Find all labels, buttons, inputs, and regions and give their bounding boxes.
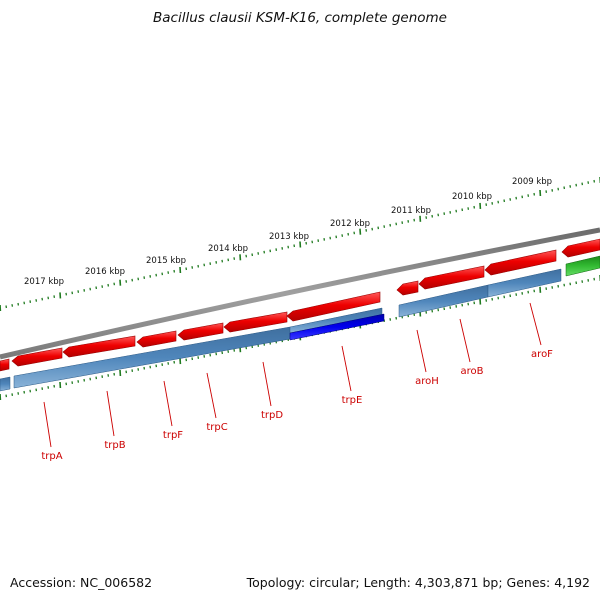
- other-feature-band: [565, 255, 600, 277]
- leader-line-aroB: [459, 318, 471, 363]
- forward-strand-features: [0, 238, 600, 372]
- gene-label-trpB: trpB: [104, 440, 125, 451]
- cds-forward-arrow: [561, 238, 600, 258]
- gene-label-trpD: trpD: [261, 410, 283, 421]
- cds-forward-arrow: [62, 335, 136, 358]
- scale-label-2013: 2013 kbp: [269, 232, 309, 242]
- leader-line-trpC: [206, 372, 217, 419]
- scale-label-2010: 2010 kbp: [452, 192, 492, 202]
- scale-label-2009: 2009 kbp: [512, 177, 552, 187]
- cds-forward-arrow: [396, 280, 419, 296]
- leader-line-trpB: [106, 390, 115, 437]
- leader-line-trpE: [341, 345, 352, 392]
- cds-reverse-band: [0, 376, 11, 392]
- gene-label-aroF: aroF: [531, 349, 553, 360]
- gene-label-aroH: aroH: [415, 376, 439, 387]
- scale-label-2012: 2012 kbp: [330, 219, 370, 229]
- inner-scale-ticks: [0, 275, 600, 401]
- map-title: Bacillus clausii KSM-K16, complete genom…: [153, 10, 447, 26]
- cds-forward-arrow: [484, 249, 557, 276]
- cds-forward-arrow: [136, 330, 177, 348]
- outer-scale-ticks: [0, 177, 600, 312]
- gene-label-trpE: trpE: [342, 395, 363, 406]
- cds-forward-arrow: [223, 311, 288, 333]
- genome-backbone: [0, 227, 600, 360]
- topology-text: Topology: circular; Length: 4,303,871 bp…: [246, 575, 590, 590]
- gene-label-trpA: trpA: [41, 451, 62, 462]
- cds-forward-arrow: [286, 291, 381, 322]
- gene-label-aroB: aroB: [461, 366, 484, 377]
- reverse-strand-features: [0, 268, 562, 392]
- leader-line-trpD: [262, 361, 272, 407]
- leader-line-trpA: [43, 401, 52, 448]
- gene-label-trpC: trpC: [206, 422, 227, 433]
- cds-forward-arrow: [418, 265, 485, 290]
- accession-text: Accession: NC_006582: [10, 575, 153, 590]
- leader-line-aroH: [416, 329, 427, 373]
- leader-line-aroF: [529, 302, 542, 346]
- scale-label-2015: 2015 kbp: [146, 256, 186, 266]
- gene-label-trpF: trpF: [163, 430, 183, 441]
- scale-label-2017: 2017 kbp: [24, 277, 64, 287]
- gene-leader-lines: [43, 302, 542, 448]
- scale-labels: 2009 kbp 2010 kbp 2011 kbp 2012 kbp 2013…: [24, 177, 552, 287]
- gene-labels: aroF aroB aroH trpE trpD trpC trpF trpB …: [41, 349, 553, 462]
- trpE-highlight-band: [289, 313, 385, 341]
- cds-reverse-band: [487, 268, 562, 298]
- scale-label-2016: 2016 kbp: [85, 267, 125, 277]
- cds-forward-arrow: [11, 347, 63, 367]
- scale-label-2014: 2014 kbp: [208, 244, 248, 254]
- cds-forward-arrow: [177, 322, 224, 341]
- cds-forward-arrow: [0, 358, 10, 372]
- scale-label-2011: 2011 kbp: [391, 206, 431, 216]
- leader-line-trpF: [163, 380, 173, 427]
